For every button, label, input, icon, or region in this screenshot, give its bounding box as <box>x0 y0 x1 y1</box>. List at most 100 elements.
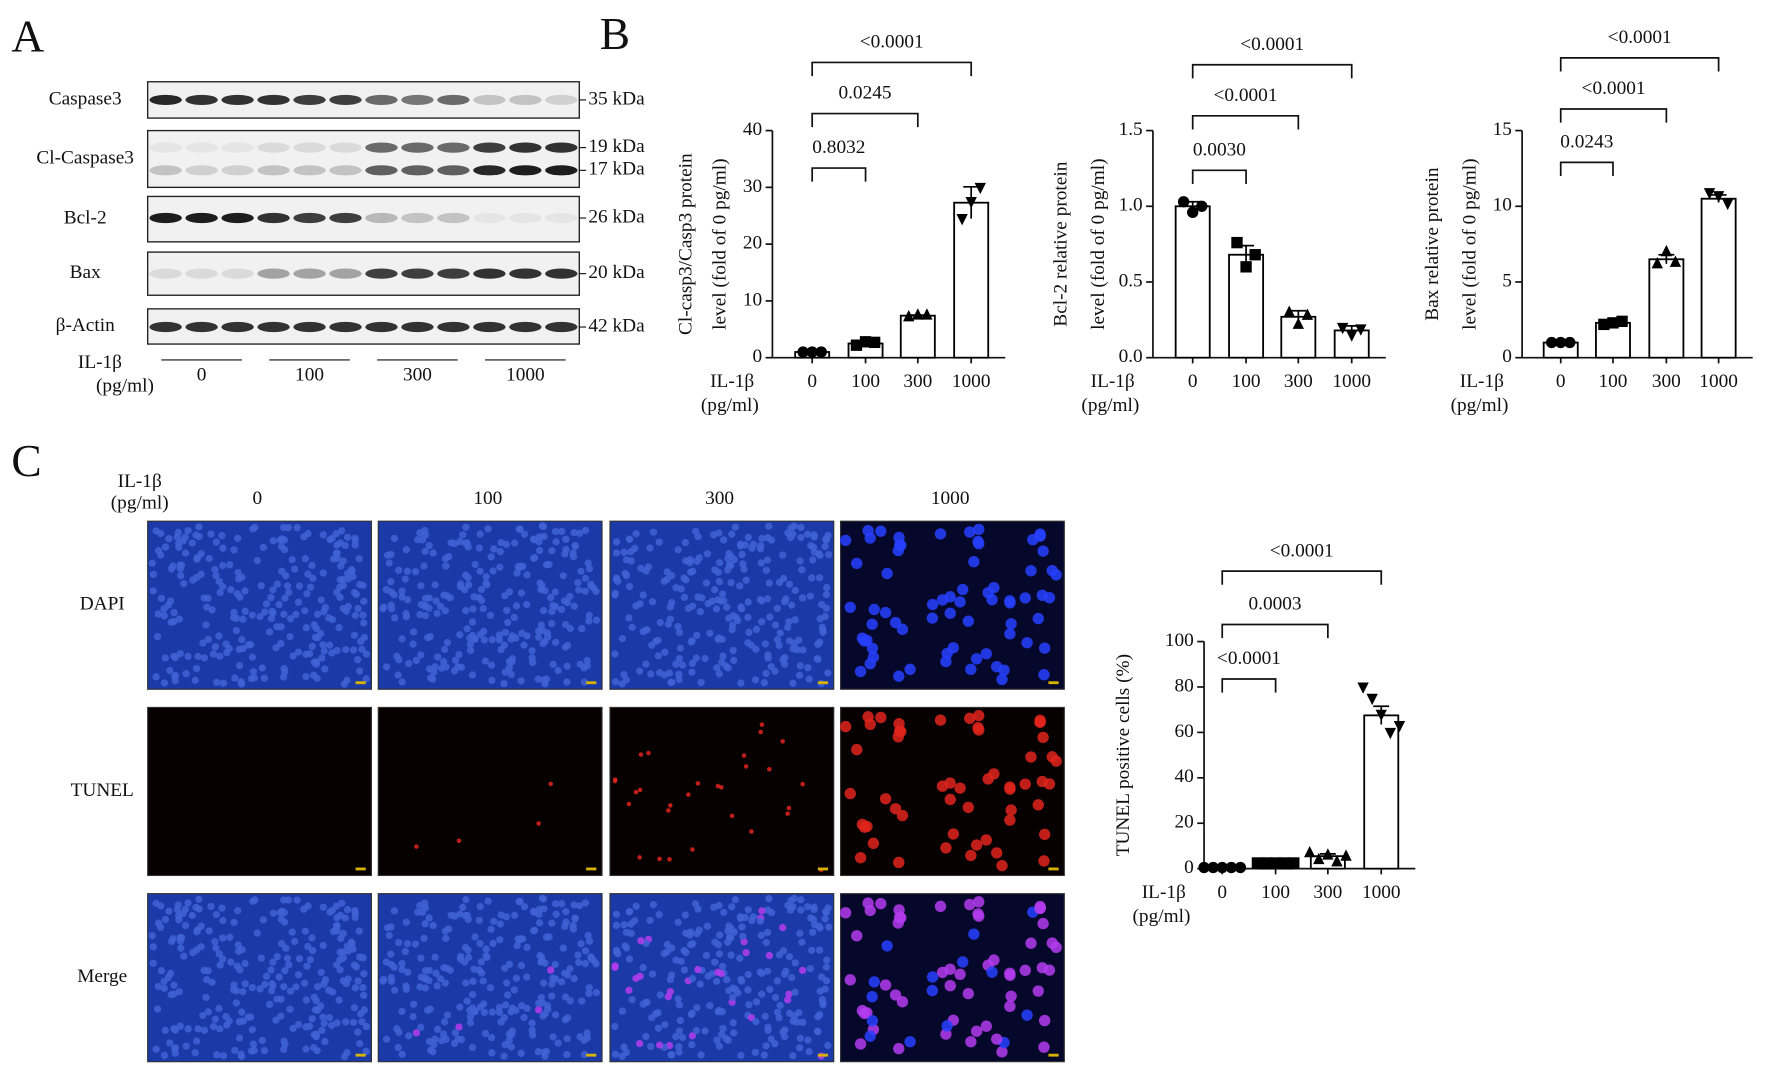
nucleus <box>259 916 268 924</box>
nucleus <box>728 903 736 911</box>
blot-band <box>365 212 398 224</box>
nucleus <box>355 927 363 935</box>
nucleus <box>176 1022 184 1030</box>
blot-band <box>221 94 254 106</box>
nucleus <box>471 933 479 941</box>
nucleus <box>821 542 829 551</box>
nucleus <box>723 603 731 611</box>
nucleus <box>730 656 738 665</box>
nucleus <box>563 1050 571 1059</box>
nucleus <box>425 541 433 550</box>
nucleus <box>157 902 165 910</box>
nucleus <box>193 928 201 936</box>
nucleus <box>459 531 467 539</box>
nucleus <box>170 1025 178 1033</box>
nucleus <box>739 932 747 940</box>
nucleus <box>461 571 470 579</box>
nucleus <box>991 660 1003 673</box>
nucleus <box>534 675 542 683</box>
significance-bracket <box>1559 108 1668 123</box>
p-value: 0.0003 <box>1249 594 1302 615</box>
nucleus <box>761 640 769 648</box>
nucleus <box>675 654 684 663</box>
nucleus <box>664 993 672 1001</box>
nucleus <box>862 524 874 537</box>
nucleus <box>502 540 510 548</box>
nucleus <box>275 600 283 609</box>
nucleus <box>851 743 863 756</box>
nucleus <box>468 618 477 626</box>
nucleus <box>199 639 207 647</box>
blot-band <box>401 268 434 279</box>
nucleus <box>319 531 327 539</box>
blot-band <box>473 268 506 279</box>
nucleus <box>758 534 766 543</box>
bar <box>1648 258 1685 359</box>
nucleus <box>429 549 437 557</box>
nucleus <box>780 660 789 668</box>
nucleus <box>539 979 548 987</box>
nucleus <box>469 605 477 613</box>
x-tick-label: 1000 <box>952 371 991 392</box>
nucleus <box>749 913 758 921</box>
micrograph-bg <box>147 520 373 690</box>
nucleus <box>445 552 453 561</box>
nucleus <box>181 549 190 557</box>
nucleus <box>810 533 818 541</box>
p-value: 0.8032 <box>812 137 865 158</box>
nucleus <box>424 634 432 642</box>
nucleus <box>180 580 188 588</box>
nucleus <box>965 1036 977 1048</box>
nucleus <box>564 1014 572 1022</box>
blot-band <box>185 321 218 333</box>
nucleus <box>534 633 543 641</box>
nucleus <box>180 952 188 960</box>
nucleus <box>184 526 192 535</box>
nucleus <box>440 645 449 654</box>
nucleus <box>234 907 242 915</box>
nucleus <box>432 597 440 605</box>
blot-band <box>221 268 254 279</box>
nucleus <box>1005 804 1017 816</box>
nucleus <box>680 593 689 602</box>
blot-band <box>149 268 182 279</box>
significance-bracket <box>1191 169 1247 184</box>
nucleus <box>194 1025 202 1033</box>
nucleus <box>795 1044 804 1052</box>
nucleus <box>226 933 234 941</box>
micrograph <box>609 893 835 1063</box>
nucleus <box>584 931 592 940</box>
nucleus <box>208 978 216 986</box>
nucleus <box>421 611 430 620</box>
nucleus <box>338 899 346 907</box>
nucleus <box>351 907 359 915</box>
nucleus <box>1032 799 1044 811</box>
bar <box>953 201 990 359</box>
nucleus <box>326 1014 334 1022</box>
blot-band <box>545 268 578 279</box>
data-point <box>1313 852 1325 865</box>
nucleus <box>333 1019 341 1027</box>
nucleus <box>241 607 249 615</box>
nucleus <box>487 925 495 933</box>
nucleus <box>817 600 826 609</box>
nucleus <box>674 546 682 554</box>
nucleus <box>566 592 574 600</box>
nucleus <box>179 909 187 918</box>
nucleus <box>672 660 680 668</box>
nucleus <box>964 898 976 911</box>
nucleus <box>339 929 347 938</box>
nucleus <box>333 554 341 563</box>
nucleus <box>557 605 566 614</box>
nucleus <box>637 937 645 945</box>
nucleus <box>517 961 526 970</box>
nucleus <box>730 928 738 936</box>
nucleus <box>807 541 815 550</box>
nucleus <box>1050 755 1062 767</box>
blot-band <box>221 165 254 176</box>
nucleus <box>647 670 655 678</box>
nucleus <box>934 528 947 540</box>
nucleus <box>351 534 359 542</box>
nucleus <box>775 1014 783 1022</box>
nucleus <box>517 1049 525 1057</box>
